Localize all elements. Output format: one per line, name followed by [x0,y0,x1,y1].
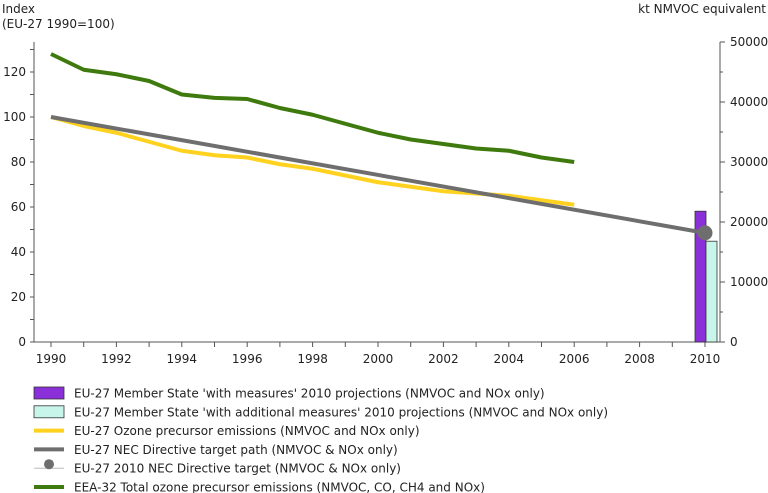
x-tick-label: 2002 [428,352,459,366]
legend-swatch-marker [44,459,54,470]
x-tick-label: 1992 [101,352,132,366]
left-y-tick-label: 60 [11,200,26,214]
left-y-tick-label: 120 [3,65,26,79]
right-axis-title: kt NMVOC equivalent [638,2,766,16]
legend-label: EU-27 2010 NEC Directive target (NMVOC &… [74,462,401,476]
x-tick-label: 1990 [36,352,67,366]
legend-label: EU-27 NEC Directive target path (NMVOC &… [74,443,398,457]
nec-target-marker [697,225,713,241]
legend-label: EU-27 Member State 'with measures' 2010 … [74,387,545,401]
x-tick-label: 1996 [232,352,263,366]
x-tick-label: 1994 [167,352,198,366]
bar-with-additional-measures [705,240,718,343]
series-line-1 [50,115,706,235]
left-y-tick-label: 40 [11,245,26,259]
x-tick-label: 2010 [690,352,721,366]
x-tick-label: 2000 [363,352,394,366]
left-axis-title-line2: (EU-27 1990=100) [2,17,115,31]
legend-label: EU-27 Member State 'with additional meas… [74,405,608,419]
series-line-2 [50,52,575,164]
legend-swatch-bar [33,405,65,419]
left-y-tick-label: 80 [11,155,26,169]
legend-swatch-bar [33,386,65,400]
right-y-tick-label: 10000 [730,275,768,289]
left-y-tick-label: 20 [11,290,26,304]
legend: EU-27 Member State 'with measures' 2010 … [33,386,608,493]
right-y-tick-label: 30000 [730,155,768,169]
left-y-tick-label: 100 [3,110,26,124]
x-tick-label: 2008 [624,352,655,366]
right-y-tick-label: 0 [730,335,738,349]
x-tick-label: 2006 [559,352,590,366]
left-y-tick-label: 0 [18,335,26,349]
right-y-tick-label: 40000 [730,95,768,109]
plot-area: 0 20 40 60 80 100 120 0 10000 20000 30000 40000 5000… [3,35,768,366]
legend-label: EEA-32 Total ozone precursor emissions (… [74,481,485,493]
legend-label: EU-27 Ozone precursor emissions (NMVOC a… [74,424,420,438]
right-y-tick-label: 20000 [730,215,768,229]
left-axis-title-line1: Index [2,2,35,16]
x-tick-label: 2004 [494,352,525,366]
right-y-tick-label: 50000 [730,35,768,49]
x-tick-label: 1998 [297,352,328,366]
